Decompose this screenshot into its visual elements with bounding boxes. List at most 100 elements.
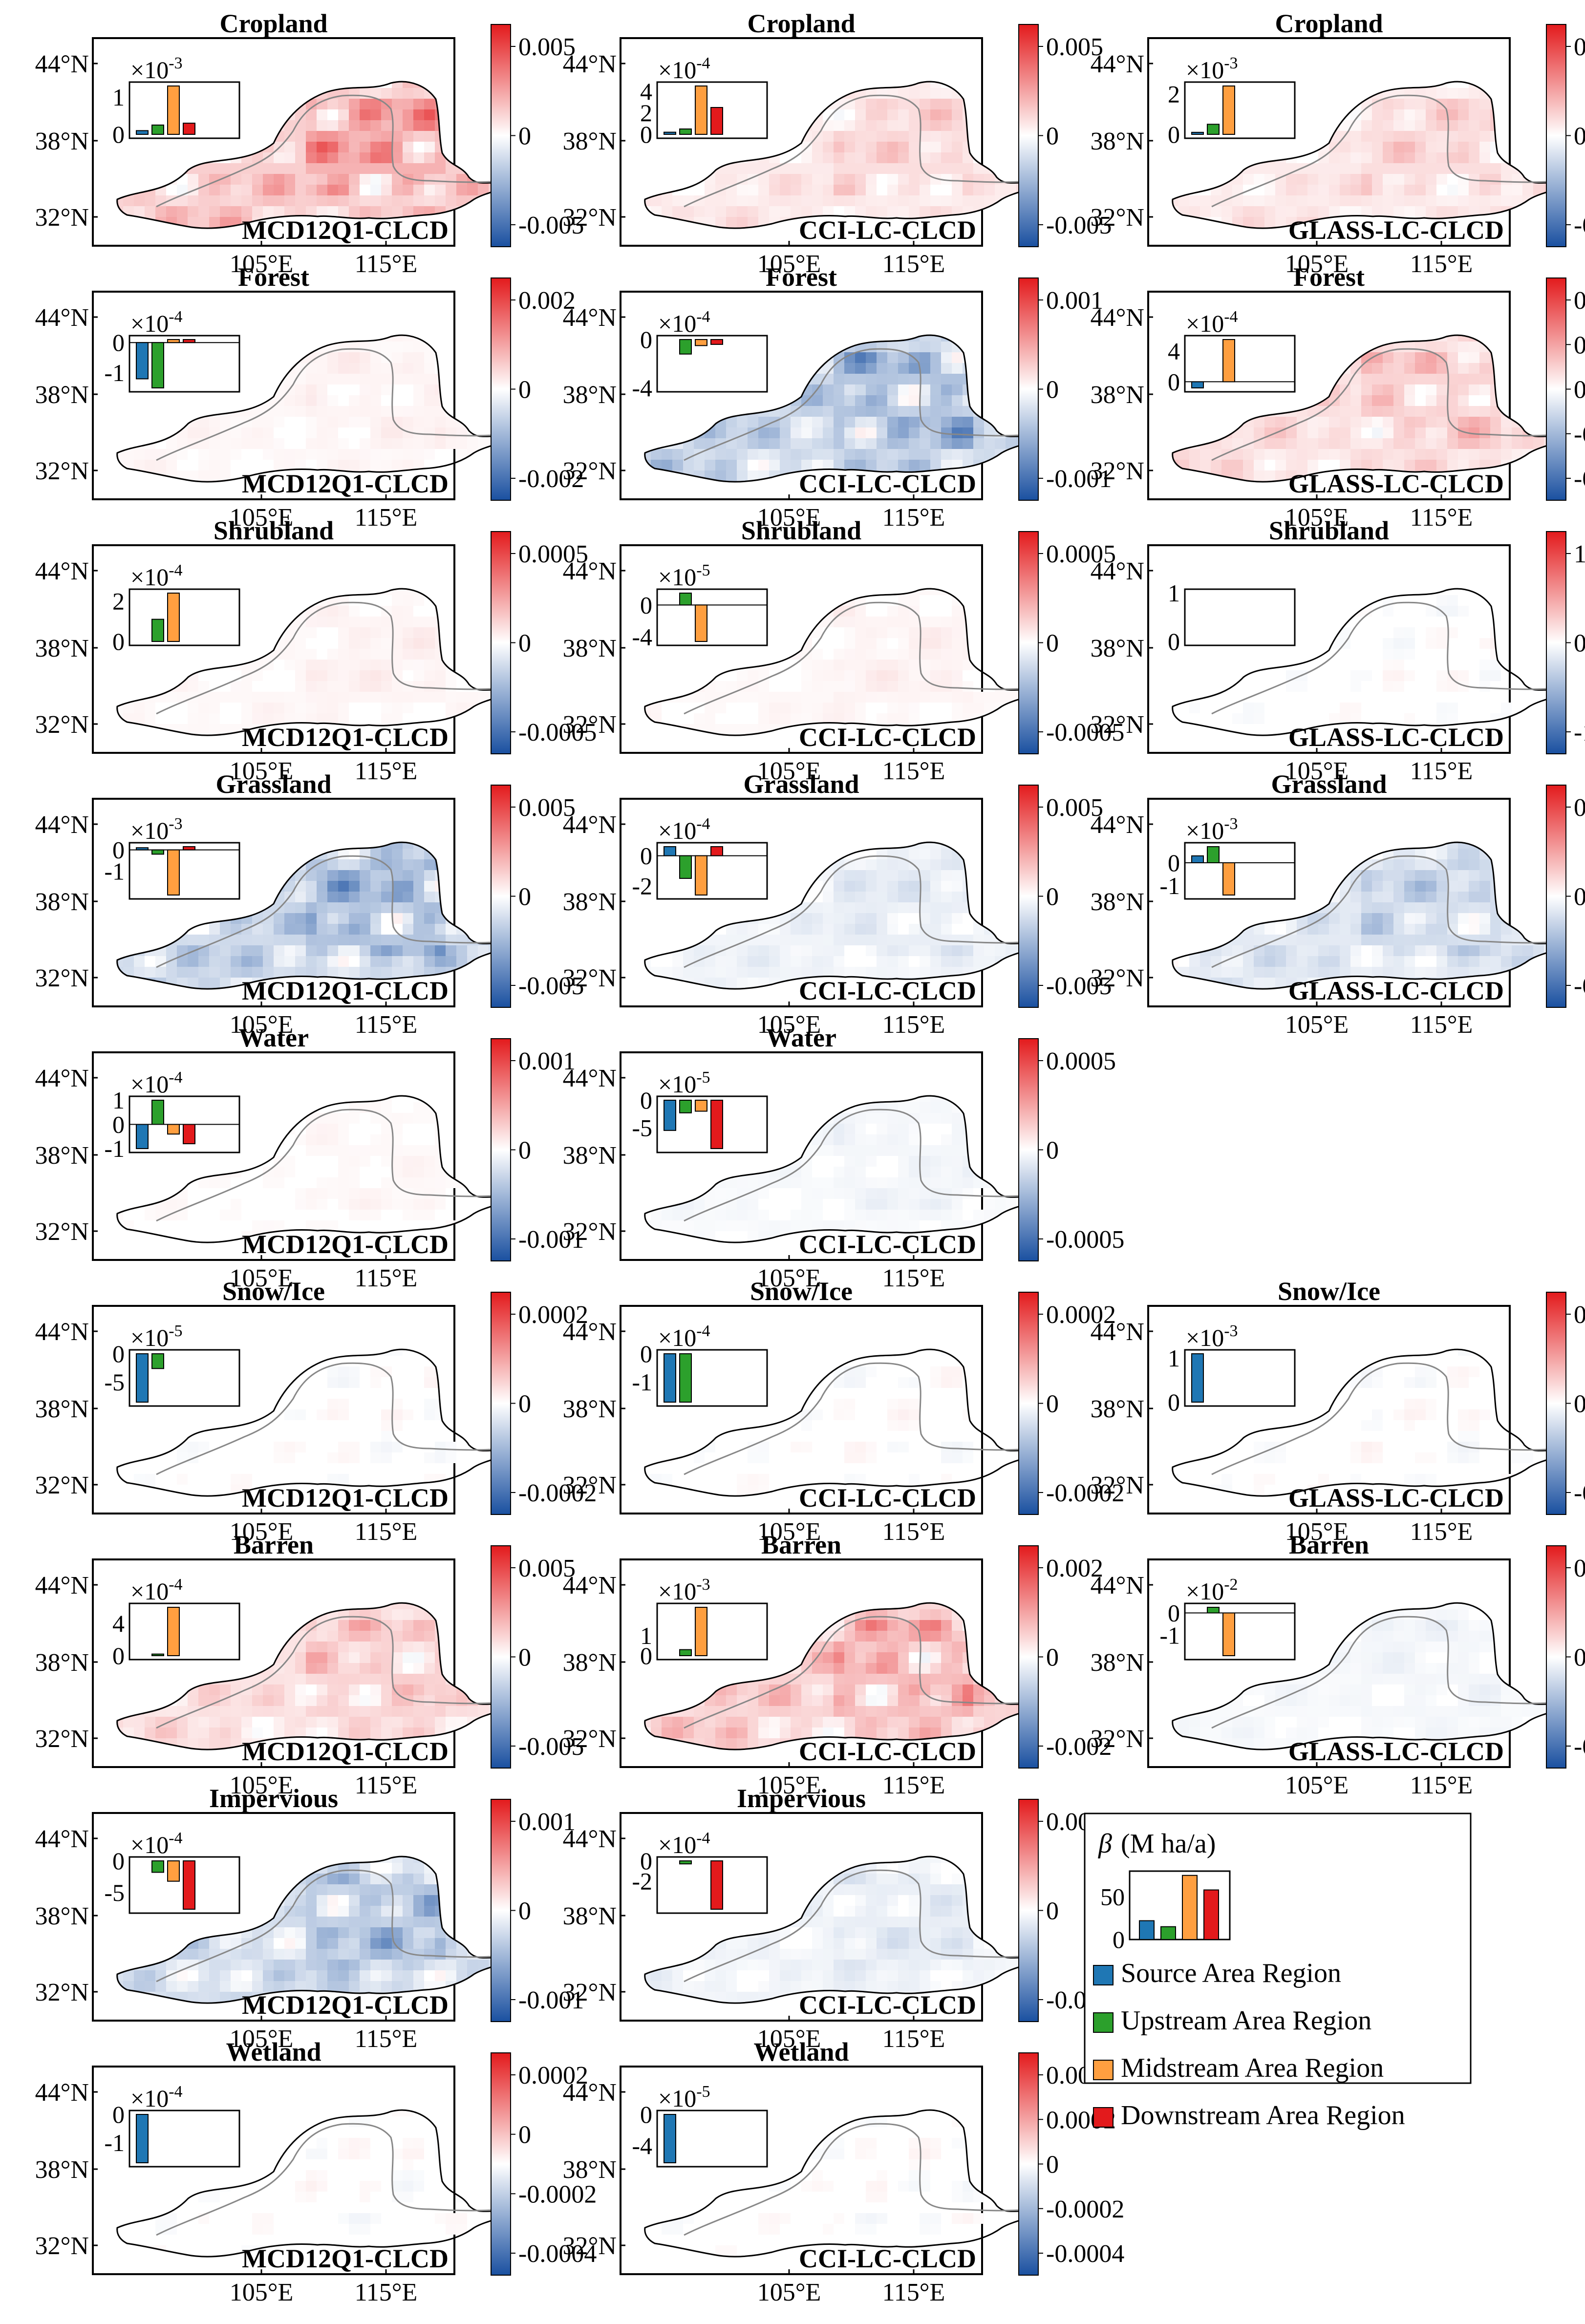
raster-cell (1361, 384, 1372, 395)
raster-cell (306, 660, 317, 670)
raster-cell (834, 692, 844, 703)
raster-cell (1512, 152, 1522, 163)
raster-cell (166, 438, 177, 449)
raster-cell (1404, 352, 1415, 363)
raster-cell (1404, 670, 1415, 681)
raster-cell (349, 142, 360, 152)
raster-cell (295, 449, 306, 460)
raster-cell (392, 185, 403, 195)
raster-cell (995, 163, 1006, 174)
raster-cell (295, 924, 306, 935)
raster-cell (984, 724, 995, 735)
raster-cell (1372, 449, 1383, 460)
raster-cell (1393, 638, 1404, 649)
raster-cell (866, 99, 877, 109)
raster-cell (984, 142, 995, 152)
raster-cell (1038, 617, 1049, 627)
raster-cell (424, 913, 435, 924)
raster-cell (403, 627, 413, 638)
raster-cell (510, 606, 521, 617)
raster-cell (995, 692, 1006, 703)
raster-cell (1006, 374, 1016, 384)
raster-cell (349, 417, 360, 427)
raster-cell (1006, 460, 1016, 470)
lat-tick-label: 38°N (35, 128, 89, 155)
raster-cell (1350, 703, 1361, 713)
raster-cell (898, 638, 909, 649)
raster-cell (963, 417, 973, 427)
raster-cell (1426, 460, 1436, 470)
raster-cell (231, 681, 241, 692)
raster-cell (338, 660, 349, 670)
raster-cell (263, 206, 274, 217)
raster-cell (1565, 152, 1576, 163)
inset-frame (656, 588, 768, 646)
raster-cell (1393, 185, 1404, 195)
raster-cell (317, 892, 327, 902)
raster-cell (1447, 341, 1458, 352)
raster-cell (1512, 228, 1522, 229)
raster-cell (381, 88, 392, 99)
raster-cell (327, 460, 338, 470)
raster-cell (1383, 670, 1393, 681)
raster-cell (403, 163, 413, 174)
source-label: GLASS-LC-CLCD (1288, 215, 1504, 245)
raster-cell (930, 449, 941, 460)
raster-cell (705, 713, 715, 724)
raster-cell (995, 228, 1006, 229)
raster-cell (370, 109, 381, 120)
raster-cell (1361, 438, 1372, 449)
raster-cell (478, 460, 489, 470)
raster-cell (284, 174, 295, 185)
raster-cell (877, 681, 887, 692)
raster-cell (424, 142, 435, 152)
raster-cell (1522, 142, 1533, 152)
raster-cell (252, 406, 263, 417)
raster-cell (338, 374, 349, 384)
raster-cell (274, 195, 284, 206)
raster-cell (930, 131, 941, 142)
raster-cell (898, 595, 909, 606)
raster-cell (413, 935, 424, 945)
raster-cell (392, 849, 403, 859)
raster-cell (295, 660, 306, 670)
raster-cell (456, 842, 467, 849)
raster-cell (349, 924, 360, 935)
raster-cell (1006, 627, 1016, 638)
raster-cell (705, 438, 715, 449)
raster-cell (123, 195, 134, 206)
raster-cell (1038, 363, 1049, 374)
raster-cell (1469, 142, 1479, 152)
raster-cell (306, 206, 317, 217)
raster-cell (1275, 470, 1286, 481)
raster-cell (930, 120, 941, 131)
raster-cell (715, 217, 726, 228)
raster-cell (403, 902, 413, 913)
raster-cell (252, 195, 263, 206)
raster-cell (920, 352, 930, 363)
raster-cell (984, 638, 995, 649)
raster-cell (306, 438, 317, 449)
raster-cell (220, 195, 231, 206)
raster-cell (909, 460, 920, 470)
raster-cell (1350, 163, 1361, 174)
raster-cell (1383, 427, 1393, 438)
raster-cell (360, 460, 370, 470)
lat-tick-label: 32°N (35, 711, 89, 739)
raster-cell (349, 670, 360, 681)
raster-cell (1006, 395, 1016, 406)
raster-cell (748, 185, 758, 195)
raster-cell (930, 341, 941, 352)
lon-tick-label: 105°E (1285, 757, 1349, 785)
raster-cell (1372, 438, 1383, 449)
raster-cell (1533, 88, 1544, 99)
raster-cell (306, 945, 317, 956)
raster-cell (317, 185, 327, 195)
raster-cell (381, 703, 392, 713)
raster-cell (1447, 384, 1458, 395)
raster-cell (392, 438, 403, 449)
colorbar-tick-label: -0.001 (1046, 465, 1112, 493)
raster-cell (791, 174, 801, 185)
raster-cell (812, 395, 823, 406)
raster-cell (1458, 406, 1469, 417)
